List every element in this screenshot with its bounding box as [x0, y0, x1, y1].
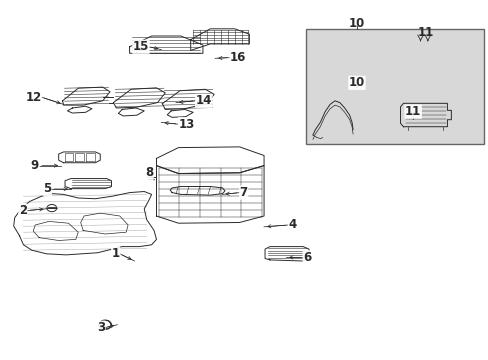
- Text: 14: 14: [195, 94, 211, 107]
- Bar: [305, 29, 483, 144]
- Text: 5: 5: [43, 183, 51, 195]
- Text: 13: 13: [178, 118, 194, 131]
- Text: 8: 8: [145, 166, 153, 179]
- Text: 4: 4: [288, 219, 296, 231]
- Text: 1: 1: [111, 247, 120, 260]
- Text: 6: 6: [303, 251, 311, 264]
- Text: 3: 3: [97, 321, 105, 334]
- Text: 16: 16: [229, 51, 245, 64]
- Text: 10: 10: [348, 76, 365, 89]
- Text: 2: 2: [19, 204, 27, 217]
- Text: 15: 15: [133, 40, 149, 53]
- Text: 9: 9: [31, 159, 39, 172]
- Text: 11: 11: [404, 105, 421, 118]
- Text: 12: 12: [25, 91, 41, 104]
- Text: 10: 10: [348, 17, 365, 30]
- Text: 7: 7: [239, 186, 247, 199]
- Text: 11: 11: [416, 26, 433, 39]
